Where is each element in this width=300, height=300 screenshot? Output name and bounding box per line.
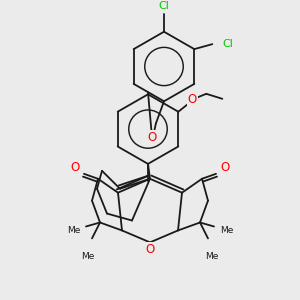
Text: Me: Me	[205, 252, 219, 261]
Text: Me: Me	[220, 226, 233, 235]
Text: O: O	[70, 161, 80, 174]
Text: Cl: Cl	[222, 39, 233, 49]
Text: O: O	[220, 161, 230, 174]
Text: O: O	[147, 130, 157, 143]
Text: Cl: Cl	[159, 1, 170, 11]
Text: O: O	[146, 243, 154, 256]
Text: Me: Me	[67, 226, 80, 235]
Text: Me: Me	[81, 252, 95, 261]
Text: O: O	[188, 93, 197, 106]
